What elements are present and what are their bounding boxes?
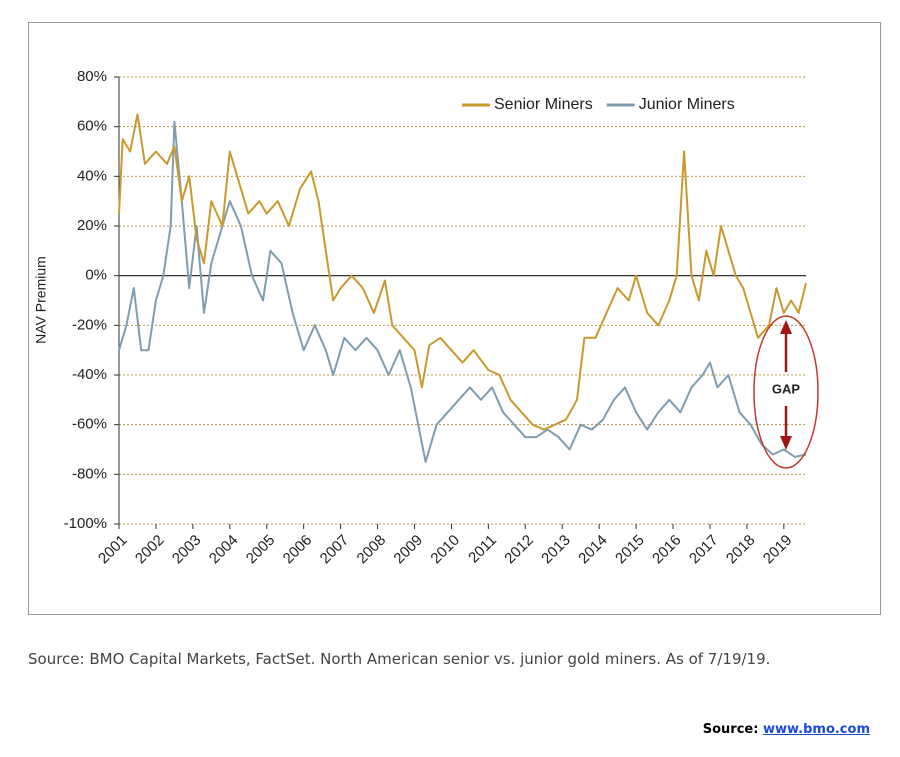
x-tick-label: 2018 <box>723 532 759 568</box>
x-tick-label: 2009 <box>390 532 426 568</box>
y-axis-label: NAV Premium <box>33 256 49 344</box>
x-tick-label: 2011 <box>465 532 500 567</box>
x-tick-label: 2003 <box>169 532 205 568</box>
chart: NAV Premium -100% -80% -60% -40% -20% 0% 20% 40… <box>28 22 881 615</box>
y-tick-label: 60% <box>77 118 107 135</box>
x-tick-label: 2012 <box>501 532 537 568</box>
legend-label: Junior Miners <box>639 96 735 113</box>
y-tick-label: -60% <box>72 416 107 433</box>
gap-arrowhead-up <box>780 320 792 334</box>
x-tick-label: 2016 <box>649 532 685 568</box>
x-tick-label: 2015 <box>612 532 648 568</box>
chart-border <box>28 22 881 615</box>
y-tick-label: -40% <box>72 366 107 383</box>
x-tick-label: 2007 <box>317 532 353 568</box>
y-tick-label: -80% <box>72 465 107 482</box>
y-tick-label: -20% <box>72 316 107 333</box>
gap-ellipse <box>753 315 819 469</box>
x-tick-label: 2004 <box>206 532 242 568</box>
source: Source: www.bmo.com <box>703 722 870 737</box>
source-label: Source: <box>702 722 759 737</box>
y-tick-label: 0% <box>85 267 107 284</box>
x-tick-label: 2002 <box>132 532 168 568</box>
y-tick-label: 20% <box>77 217 107 234</box>
series-line <box>118 113 807 431</box>
y-tick-label: 40% <box>77 167 107 184</box>
legend-label: Senior Miners <box>494 96 593 113</box>
x-tick-label: 2005 <box>243 532 279 568</box>
gap-arrowhead-down <box>780 436 792 450</box>
x-tick-label: 2001 <box>95 532 131 568</box>
x-tick-label: 2008 <box>354 532 390 568</box>
caption: Source: BMO Capital Markets, FactSet. No… <box>28 650 771 668</box>
x-tick-label: 2019 <box>760 532 796 568</box>
x-tick-label: 2014 <box>575 532 611 568</box>
x-tick-label: 2010 <box>427 532 463 568</box>
x-tick-label: 2013 <box>538 532 574 568</box>
series-line <box>118 120 807 463</box>
y-tick-label: 80% <box>77 68 107 85</box>
y-tick-label: -100% <box>64 515 107 532</box>
x-tick-label: 2006 <box>280 532 316 568</box>
x-tick-label: 2017 <box>686 532 722 568</box>
source-link[interactable]: www.bmo.com <box>762 722 870 737</box>
gap-label: GAP <box>772 381 801 396</box>
